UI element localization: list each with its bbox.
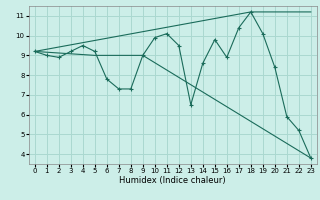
X-axis label: Humidex (Indice chaleur): Humidex (Indice chaleur) — [119, 176, 226, 185]
